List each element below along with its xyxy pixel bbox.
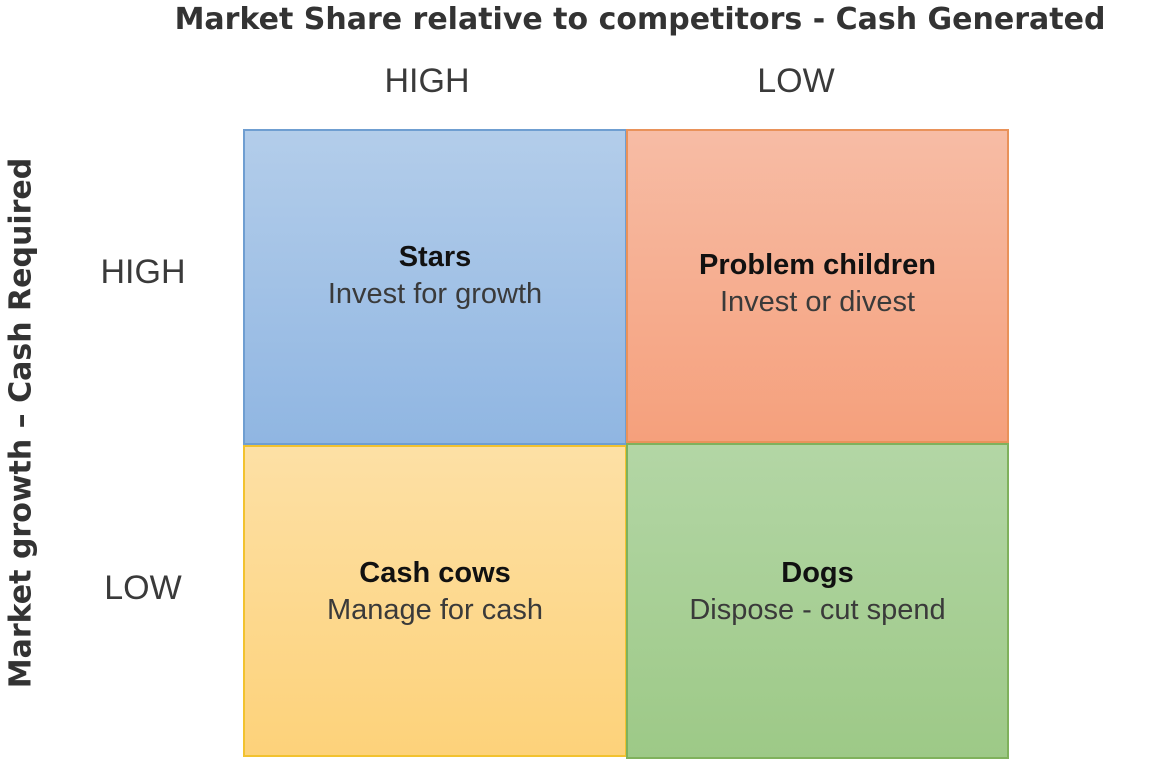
row-label-high: HIGH	[100, 253, 186, 291]
quadrant-cash-cows: Cash cows Manage for cash	[243, 445, 627, 757]
diagram-title: Market Share relative to competitors - C…	[174, 2, 1106, 37]
quadrant-title: Dogs	[781, 557, 854, 589]
quadrant-dogs: Dogs Dispose - cut spend	[626, 443, 1009, 759]
quadrant-title: Problem children	[699, 249, 936, 281]
quadrant-action: Manage for cash	[326, 594, 543, 626]
column-label-low: LOW	[757, 62, 835, 100]
quadrant-title: Stars	[398, 241, 472, 273]
quadrant-title: Cash cows	[359, 557, 511, 589]
row-label-low: LOW	[104, 569, 182, 607]
quadrant-stars: Stars Invest for growth	[243, 129, 627, 445]
quadrant-action: Invest for growth	[327, 278, 543, 310]
quadrant-problem-children: Problem children Invest or divest	[626, 129, 1009, 443]
column-label-high: HIGH	[384, 62, 470, 100]
quadrant-action: Invest or divest	[719, 286, 916, 318]
y-axis-label: Market growth – Cash Required	[3, 157, 39, 689]
quadrant-action: Dispose - cut spend	[689, 594, 946, 626]
